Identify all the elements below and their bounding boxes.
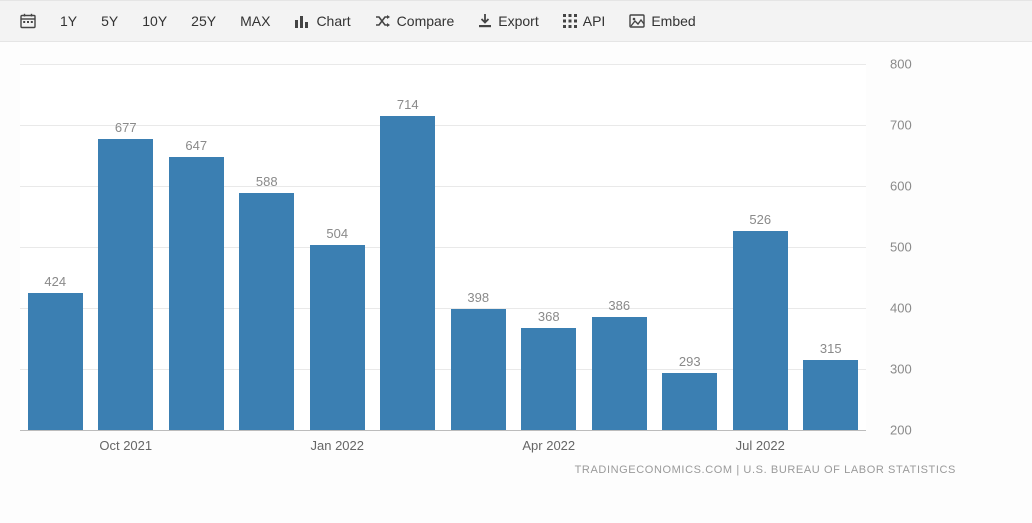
shuffle-icon [375,14,391,28]
bar-value-label: 315 [820,341,842,356]
download-icon [478,14,492,28]
bar[interactable] [169,157,224,430]
bar[interactable] [662,373,717,430]
api-button[interactable]: API [551,1,618,41]
range-label: 5Y [101,13,118,29]
plot-region: 424 677 647 588 504 714 398 368 386 293 526 315 [20,64,866,430]
chart-type-button[interactable]: Chart [282,1,362,41]
y-tick-label: 800 [890,57,912,72]
x-tick-label: Oct 2021 [99,438,152,453]
export-label: Export [498,13,538,29]
toolbar: 1Y 5Y 10Y 25Y MAX Chart Compare Export A… [0,0,1032,42]
y-tick-label: 400 [890,301,912,316]
bar[interactable] [310,245,365,430]
bar[interactable] [98,139,153,430]
range-25y[interactable]: 25Y [179,1,228,41]
bar[interactable] [521,328,576,430]
gridline [20,125,866,126]
bar-chart-icon [294,14,310,28]
bar-value-label: 526 [749,212,771,227]
bar-value-label: 293 [679,354,701,369]
bar[interactable] [592,317,647,430]
compare-label: Compare [397,13,455,29]
grid-icon [563,14,577,28]
x-axis-baseline [20,430,866,431]
y-tick-label: 600 [890,179,912,194]
gridline [20,64,866,65]
chart-area: 424 677 647 588 504 714 398 368 386 293 526 315 TRA… [0,42,1032,482]
range-5y[interactable]: 5Y [89,1,130,41]
bar-value-label: 386 [608,298,630,313]
bar-value-label: 677 [115,120,137,135]
x-tick-label: Jul 2022 [736,438,785,453]
bar[interactable] [451,309,506,430]
calendar-icon [20,13,36,29]
embed-button[interactable]: Embed [617,1,707,41]
y-tick-label: 300 [890,362,912,377]
bar[interactable] [380,116,435,430]
bar[interactable] [239,193,294,430]
range-1y[interactable]: 1Y [48,1,89,41]
range-10y[interactable]: 10Y [130,1,179,41]
attribution-text: TRADINGECONOMICS.COM | U.S. BUREAU OF LA… [575,464,956,476]
bar[interactable] [28,293,83,430]
bar-value-label: 647 [185,138,207,153]
x-tick-label: Jan 2022 [311,438,365,453]
bar-value-label: 504 [326,226,348,241]
bar[interactable] [733,231,788,430]
range-label: 25Y [191,13,216,29]
export-button[interactable]: Export [466,1,550,41]
range-label: MAX [240,13,270,29]
calendar-button[interactable] [8,1,48,41]
bar[interactable] [803,360,858,430]
bar-value-label: 368 [538,309,560,324]
api-label: API [583,13,606,29]
bar-value-label: 424 [44,274,66,289]
y-tick-label: 500 [890,240,912,255]
image-icon [629,14,645,28]
range-max[interactable]: MAX [228,1,282,41]
x-tick-label: Apr 2022 [522,438,575,453]
y-tick-label: 200 [890,423,912,438]
y-tick-label: 700 [890,118,912,133]
chart-type-label: Chart [316,13,350,29]
bar-value-label: 398 [467,290,489,305]
compare-button[interactable]: Compare [363,1,467,41]
range-label: 1Y [60,13,77,29]
bar-value-label: 714 [397,97,419,112]
embed-label: Embed [651,13,695,29]
range-label: 10Y [142,13,167,29]
bar-value-label: 588 [256,174,278,189]
